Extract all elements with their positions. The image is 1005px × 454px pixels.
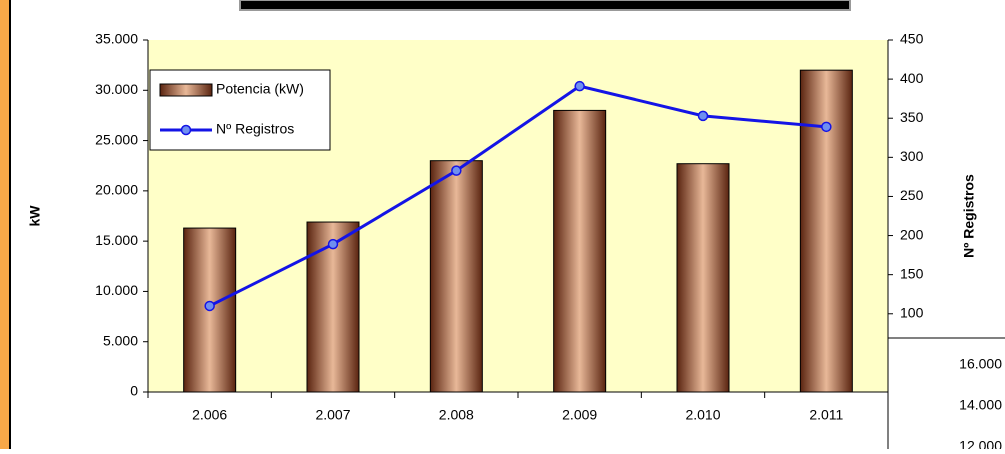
marker — [451, 165, 462, 176]
x-tick-label: 2.008 — [439, 407, 474, 423]
inset-tick-label: 12.000 — [959, 438, 1002, 449]
line — [208, 84, 827, 308]
y2-axis-title: Nº Registros — [961, 174, 977, 258]
legend-label: Potencia (kW) — [216, 81, 304, 97]
marker — [697, 110, 709, 122]
y2-tick-label: 350 — [900, 109, 924, 125]
y-tick-label: 25.000 — [95, 131, 138, 147]
marker — [327, 238, 339, 250]
y2-tick-label: 450 — [900, 31, 924, 47]
y-tick-label: 10.000 — [95, 282, 138, 298]
legend-marker — [180, 124, 192, 136]
marker — [574, 80, 585, 92]
y-tick-label: 35.000 — [95, 31, 138, 47]
inset-panel — [887, 337, 1005, 454]
x-tick-label: 2.011 — [809, 407, 843, 423]
y-tick-label: 5.000 — [103, 332, 138, 348]
title-bar — [239, 0, 851, 11]
bar — [799, 69, 853, 393]
inset-tick-label: 16.000 — [959, 356, 1002, 372]
y-axis-title: kW — [27, 205, 43, 227]
x-tick-label: 2.007 — [315, 407, 350, 423]
y2-tick-label: 150 — [900, 265, 924, 281]
bar — [676, 163, 730, 393]
bar — [306, 221, 360, 393]
x-tick-label: 2.010 — [685, 407, 720, 423]
legend-swatch — [159, 83, 213, 97]
y-tick-label: 0 — [130, 383, 138, 399]
inset-tick-label: 14.000 — [959, 397, 1002, 413]
y-tick-label: 15.000 — [95, 232, 138, 248]
bar — [553, 109, 607, 393]
x-tick-label: 2.009 — [562, 407, 597, 423]
side-strip — [0, 0, 10, 449]
y2-tick-label: 400 — [900, 70, 924, 86]
y2-tick-label: 250 — [900, 187, 924, 203]
legend-label: Nº Registros — [216, 121, 294, 137]
y2-tick-label: 200 — [900, 226, 924, 242]
y-tick-label: 20.000 — [95, 182, 138, 198]
bar — [429, 160, 483, 393]
x-tick-label: 2.006 — [192, 407, 227, 423]
legend — [149, 69, 331, 151]
y-tick-label: 30.000 — [95, 81, 138, 97]
marker — [204, 300, 215, 312]
y2-tick-label: 100 — [900, 304, 924, 320]
marker — [821, 121, 832, 133]
y2-tick-label: 300 — [900, 148, 924, 164]
